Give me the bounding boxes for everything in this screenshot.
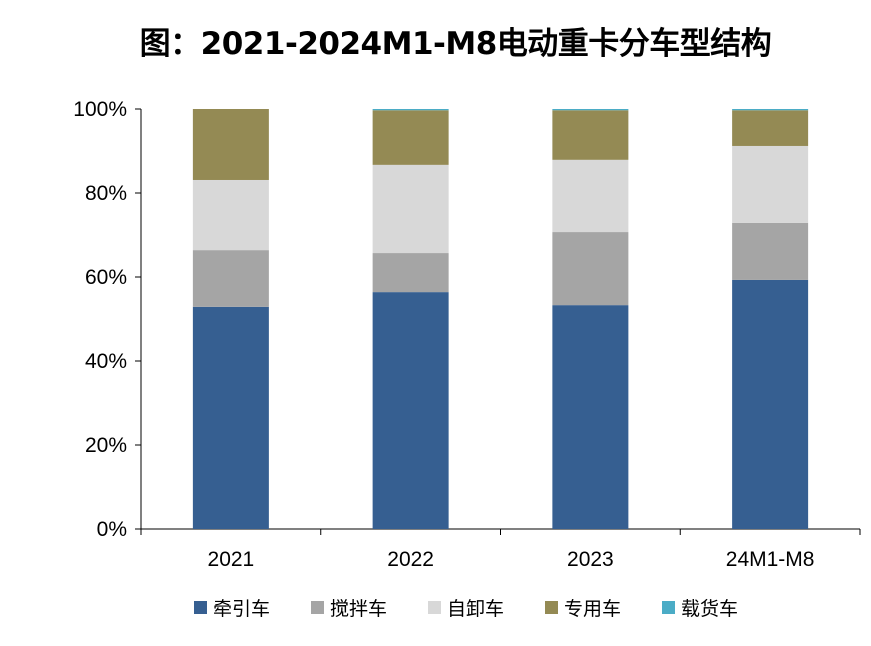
legend-label: 专用车 bbox=[564, 598, 621, 620]
x-tick-label: 24M1-M8 bbox=[726, 548, 815, 571]
bar-segment bbox=[732, 145, 809, 223]
bar-segment bbox=[552, 110, 629, 160]
y-tick-label: 20% bbox=[85, 434, 127, 457]
x-tick-label: 2022 bbox=[387, 548, 434, 571]
bar-segment bbox=[552, 305, 629, 529]
bar-segment bbox=[732, 279, 809, 529]
bar-segment bbox=[192, 250, 269, 307]
bar-segment bbox=[732, 109, 809, 111]
x-tick-label: 2021 bbox=[208, 548, 255, 571]
legend-swatch bbox=[545, 601, 558, 614]
y-tick-label: 80% bbox=[85, 182, 127, 205]
bar-segment bbox=[372, 253, 449, 293]
bar-segment bbox=[192, 306, 269, 529]
bar-segment bbox=[372, 110, 449, 165]
legend-swatch bbox=[428, 601, 441, 614]
chart-title: 图：2021-2024M1-M8电动重卡分车型结构 bbox=[139, 26, 772, 62]
y-tick-label: 100% bbox=[73, 98, 127, 121]
legend-swatch bbox=[311, 601, 324, 614]
x-tick-label: 2023 bbox=[567, 548, 614, 571]
bar-segment bbox=[192, 109, 269, 180]
bar-segment bbox=[732, 110, 809, 146]
y-tick-label: 40% bbox=[85, 350, 127, 373]
y-tick-label: 60% bbox=[85, 266, 127, 289]
bar-segment bbox=[552, 232, 629, 306]
bar-segment bbox=[372, 164, 449, 254]
legend-swatch bbox=[194, 601, 207, 614]
bar-segment bbox=[372, 109, 449, 111]
y-tick-label: 0% bbox=[97, 518, 127, 541]
bar-segment bbox=[552, 159, 629, 233]
legend-label: 自卸车 bbox=[447, 598, 504, 620]
bar-segment bbox=[552, 109, 629, 111]
bar-segment bbox=[192, 179, 269, 251]
legend-label: 载货车 bbox=[681, 598, 738, 620]
bar-segment bbox=[372, 292, 449, 529]
bar-segment bbox=[732, 222, 809, 280]
legend-label: 搅拌车 bbox=[330, 598, 387, 620]
legend-swatch bbox=[662, 601, 675, 614]
legend-label: 牵引车 bbox=[213, 598, 270, 620]
